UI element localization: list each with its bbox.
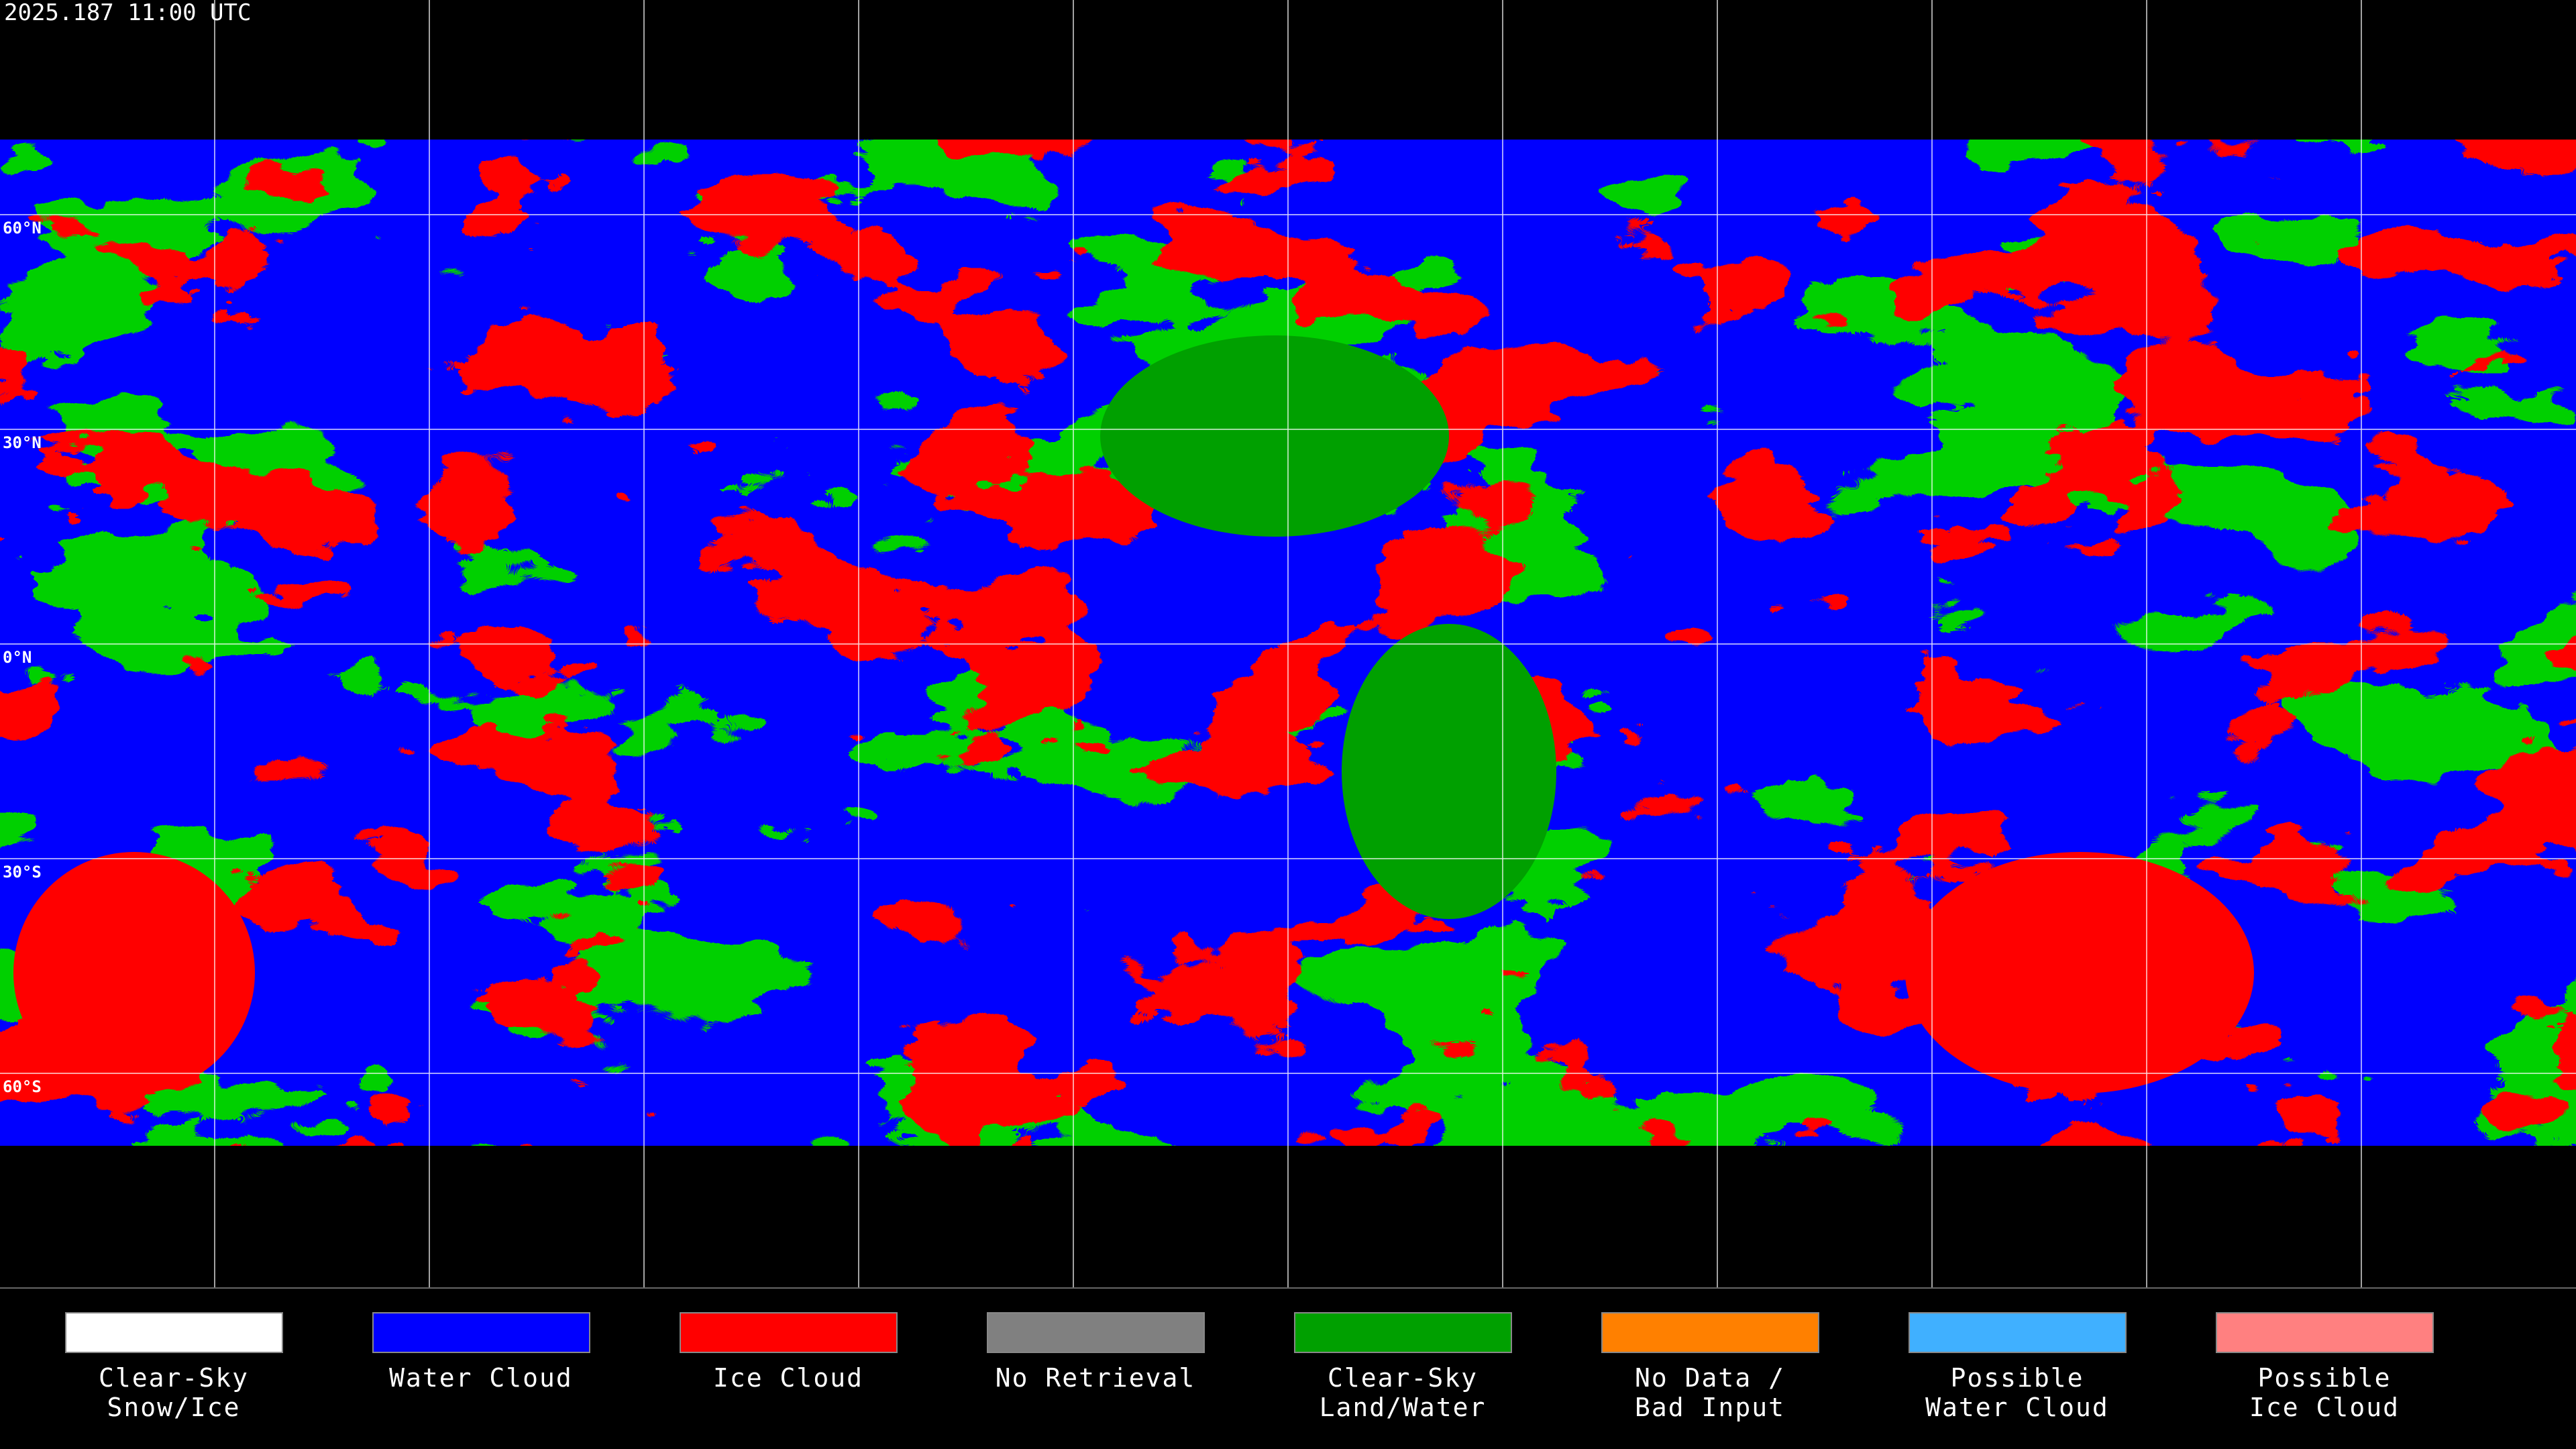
timestamp: 2025.187 11:00 UTC <box>4 0 251 26</box>
latitude-label: 60°S <box>3 1077 42 1096</box>
legend-swatch <box>372 1312 590 1353</box>
legend-swatch <box>1294 1312 1512 1353</box>
legend-label: Water Cloud <box>1925 1393 2109 1422</box>
latitude-labels: 60°N 30°N 0°N 30°S 60°S <box>3 219 42 1096</box>
legend-label: Snow/Ice <box>107 1393 240 1422</box>
legend-swatch <box>680 1312 898 1353</box>
legend-label: No Retrieval <box>996 1363 1196 1393</box>
legend-label: Possible <box>1950 1363 2084 1393</box>
legend-swatch <box>65 1312 283 1353</box>
latitude-label: 30°S <box>3 863 42 881</box>
latitude-label: 60°N <box>3 219 42 237</box>
legend-label: Land/Water <box>1320 1393 1487 1422</box>
cloud-area <box>1905 852 2254 1093</box>
legend-swatch <box>1601 1312 1819 1353</box>
legend-label: Ice Cloud <box>713 1363 863 1393</box>
cloud-area <box>13 852 255 1093</box>
legend-label: Possible <box>2257 1363 2391 1393</box>
legend-label: Bad Input <box>1635 1393 1785 1422</box>
latitude-label: 0°N <box>3 648 32 667</box>
legend-swatch <box>987 1312 1205 1353</box>
legend-label: Ice Cloud <box>2249 1393 2400 1422</box>
legend-swatch <box>1909 1312 2127 1353</box>
legend-label: Clear-Sky <box>1328 1363 1478 1393</box>
land-area <box>1100 335 1449 537</box>
land-area <box>1342 624 1556 919</box>
legend-label: Clear-Sky <box>99 1363 249 1393</box>
legend-label: Water Cloud <box>389 1363 573 1393</box>
legend-swatch <box>2216 1312 2434 1353</box>
latitude-label: 30°N <box>3 433 42 452</box>
legend-label: No Data / <box>1635 1363 1785 1393</box>
graticule <box>0 0 2576 1288</box>
